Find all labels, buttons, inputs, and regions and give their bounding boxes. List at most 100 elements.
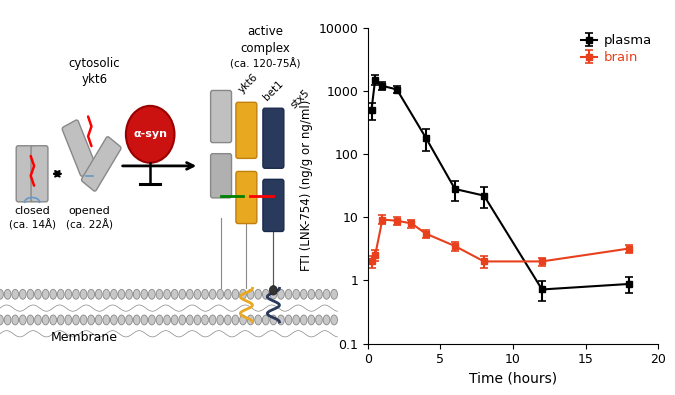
Ellipse shape: [308, 289, 315, 299]
Text: ykt6: ykt6: [236, 71, 260, 95]
Text: cytosolic: cytosolic: [69, 57, 120, 70]
Ellipse shape: [80, 289, 87, 299]
X-axis label: Time (hours): Time (hours): [469, 372, 557, 386]
Ellipse shape: [171, 315, 178, 325]
Ellipse shape: [103, 315, 109, 325]
FancyBboxPatch shape: [211, 90, 232, 143]
Ellipse shape: [247, 315, 254, 325]
Ellipse shape: [209, 315, 216, 325]
Text: (ca. 14Å): (ca. 14Å): [9, 219, 55, 230]
Ellipse shape: [73, 315, 80, 325]
Ellipse shape: [156, 315, 163, 325]
Ellipse shape: [27, 315, 34, 325]
Ellipse shape: [255, 289, 261, 299]
Ellipse shape: [163, 289, 170, 299]
Ellipse shape: [232, 289, 239, 299]
Ellipse shape: [34, 289, 41, 299]
Ellipse shape: [20, 289, 26, 299]
Ellipse shape: [65, 289, 72, 299]
Ellipse shape: [202, 315, 209, 325]
Ellipse shape: [247, 289, 254, 299]
Ellipse shape: [111, 289, 117, 299]
FancyBboxPatch shape: [82, 137, 121, 191]
Ellipse shape: [118, 289, 125, 299]
FancyBboxPatch shape: [263, 108, 284, 168]
Ellipse shape: [0, 289, 3, 299]
Ellipse shape: [65, 315, 72, 325]
Ellipse shape: [4, 315, 11, 325]
FancyBboxPatch shape: [31, 146, 48, 202]
FancyBboxPatch shape: [16, 146, 33, 202]
Ellipse shape: [270, 315, 277, 325]
Ellipse shape: [0, 315, 3, 325]
Ellipse shape: [217, 289, 223, 299]
Ellipse shape: [263, 289, 269, 299]
Ellipse shape: [270, 289, 277, 299]
Ellipse shape: [285, 315, 292, 325]
FancyBboxPatch shape: [236, 102, 256, 158]
Ellipse shape: [34, 315, 41, 325]
Circle shape: [126, 106, 174, 163]
Ellipse shape: [240, 315, 246, 325]
FancyBboxPatch shape: [263, 179, 284, 231]
Ellipse shape: [277, 315, 284, 325]
Ellipse shape: [224, 315, 231, 325]
Ellipse shape: [300, 315, 307, 325]
Ellipse shape: [95, 315, 102, 325]
Text: stx5: stx5: [288, 87, 311, 110]
Ellipse shape: [331, 315, 338, 325]
Ellipse shape: [285, 289, 292, 299]
Ellipse shape: [263, 315, 269, 325]
Ellipse shape: [179, 289, 186, 299]
Ellipse shape: [194, 289, 201, 299]
Ellipse shape: [133, 315, 140, 325]
Ellipse shape: [118, 315, 125, 325]
Ellipse shape: [316, 315, 323, 325]
Ellipse shape: [141, 315, 148, 325]
Ellipse shape: [148, 289, 155, 299]
Ellipse shape: [217, 315, 223, 325]
Ellipse shape: [27, 289, 34, 299]
Ellipse shape: [50, 315, 57, 325]
Ellipse shape: [88, 289, 94, 299]
Ellipse shape: [255, 315, 261, 325]
Text: closed: closed: [14, 206, 50, 216]
FancyBboxPatch shape: [236, 171, 256, 224]
Ellipse shape: [171, 289, 178, 299]
Ellipse shape: [194, 315, 201, 325]
Ellipse shape: [240, 289, 246, 299]
Text: (ca. 22Å): (ca. 22Å): [66, 219, 113, 230]
FancyBboxPatch shape: [62, 120, 97, 176]
Ellipse shape: [103, 289, 109, 299]
Text: complex: complex: [240, 42, 290, 55]
Text: opened: opened: [69, 206, 110, 216]
Ellipse shape: [42, 315, 49, 325]
Ellipse shape: [73, 289, 80, 299]
Ellipse shape: [186, 315, 193, 325]
Ellipse shape: [95, 289, 102, 299]
Ellipse shape: [111, 315, 117, 325]
Ellipse shape: [11, 289, 19, 299]
Ellipse shape: [293, 289, 300, 299]
Text: Membrane: Membrane: [51, 331, 118, 344]
Ellipse shape: [179, 315, 186, 325]
Ellipse shape: [57, 315, 64, 325]
Ellipse shape: [224, 289, 231, 299]
Text: α-syn: α-syn: [133, 129, 167, 139]
Ellipse shape: [133, 289, 140, 299]
Text: active: active: [247, 25, 283, 38]
FancyBboxPatch shape: [211, 154, 232, 198]
Ellipse shape: [277, 289, 284, 299]
Text: bet1: bet1: [261, 79, 286, 103]
Ellipse shape: [126, 289, 132, 299]
Ellipse shape: [57, 289, 64, 299]
Ellipse shape: [4, 289, 11, 299]
Ellipse shape: [148, 315, 155, 325]
Ellipse shape: [202, 289, 209, 299]
Circle shape: [269, 286, 277, 295]
Ellipse shape: [331, 289, 338, 299]
Ellipse shape: [232, 315, 239, 325]
Ellipse shape: [11, 315, 19, 325]
Ellipse shape: [323, 289, 330, 299]
Ellipse shape: [126, 315, 132, 325]
